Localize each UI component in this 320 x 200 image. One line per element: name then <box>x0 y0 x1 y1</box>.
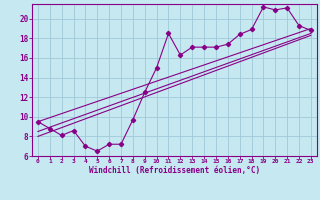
X-axis label: Windchill (Refroidissement éolien,°C): Windchill (Refroidissement éolien,°C) <box>89 166 260 175</box>
